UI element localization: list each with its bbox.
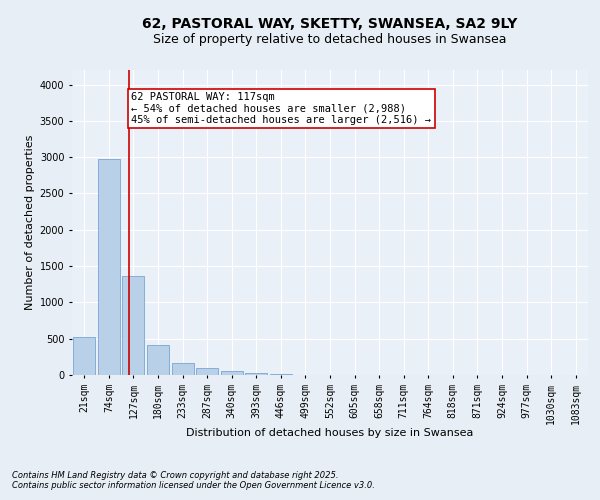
- Y-axis label: Number of detached properties: Number of detached properties: [25, 135, 35, 310]
- X-axis label: Distribution of detached houses by size in Swansea: Distribution of detached houses by size …: [187, 428, 473, 438]
- Bar: [73, 336, 95, 375]
- Bar: [221, 371, 243, 375]
- Bar: [270, 374, 292, 375]
- Bar: [98, 158, 120, 375]
- Text: 62 PASTORAL WAY: 117sqm
← 54% of detached houses are smaller (2,988)
45% of semi: 62 PASTORAL WAY: 117sqm ← 54% of detache…: [131, 92, 431, 125]
- Bar: [122, 276, 145, 375]
- Bar: [147, 344, 169, 375]
- Text: Size of property relative to detached houses in Swansea: Size of property relative to detached ho…: [153, 32, 507, 46]
- Bar: [196, 368, 218, 375]
- Text: Contains public sector information licensed under the Open Government Licence v3: Contains public sector information licen…: [12, 481, 375, 490]
- Text: Contains HM Land Registry data © Crown copyright and database right 2025.: Contains HM Land Registry data © Crown c…: [12, 471, 338, 480]
- Bar: [172, 362, 194, 375]
- Text: 62, PASTORAL WAY, SKETTY, SWANSEA, SA2 9LY: 62, PASTORAL WAY, SKETTY, SWANSEA, SA2 9…: [142, 18, 518, 32]
- Bar: [245, 373, 268, 375]
